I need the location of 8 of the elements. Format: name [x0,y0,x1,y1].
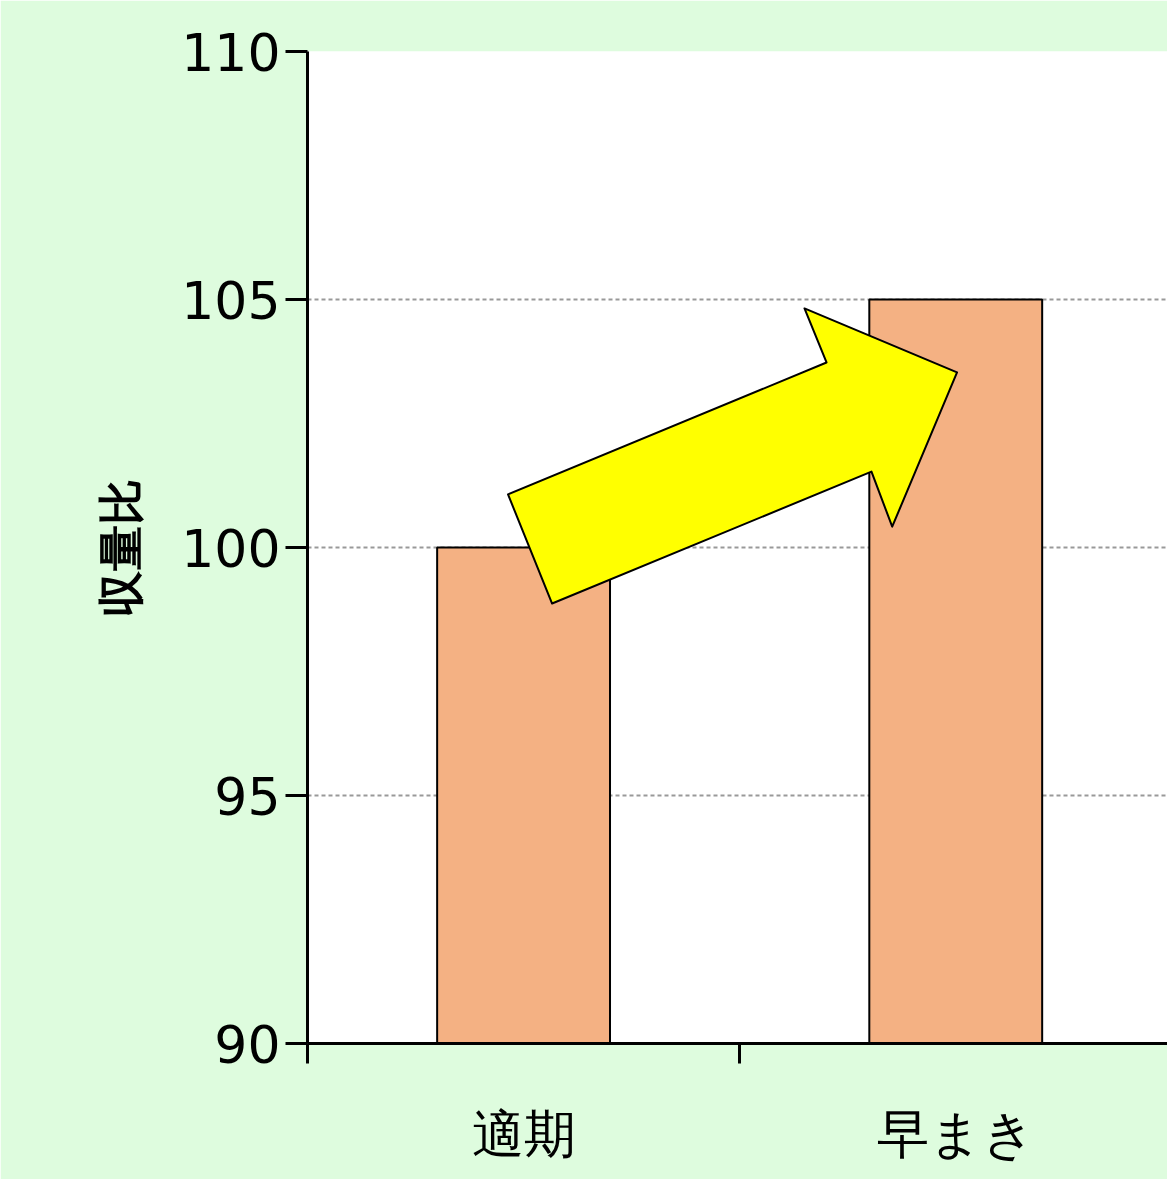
y-tick-label: 110 [181,22,281,83]
x-tick-label: 早まき [876,1103,1035,1164]
y-tick-label: 90 [214,1014,281,1075]
y-tick-label: 100 [181,518,281,579]
x-tick-label: 適期 [471,1103,576,1164]
y-tick-label: 95 [214,766,281,827]
y-tick-label: 105 [181,270,281,331]
y-axis-title: 収量比 [94,478,149,617]
